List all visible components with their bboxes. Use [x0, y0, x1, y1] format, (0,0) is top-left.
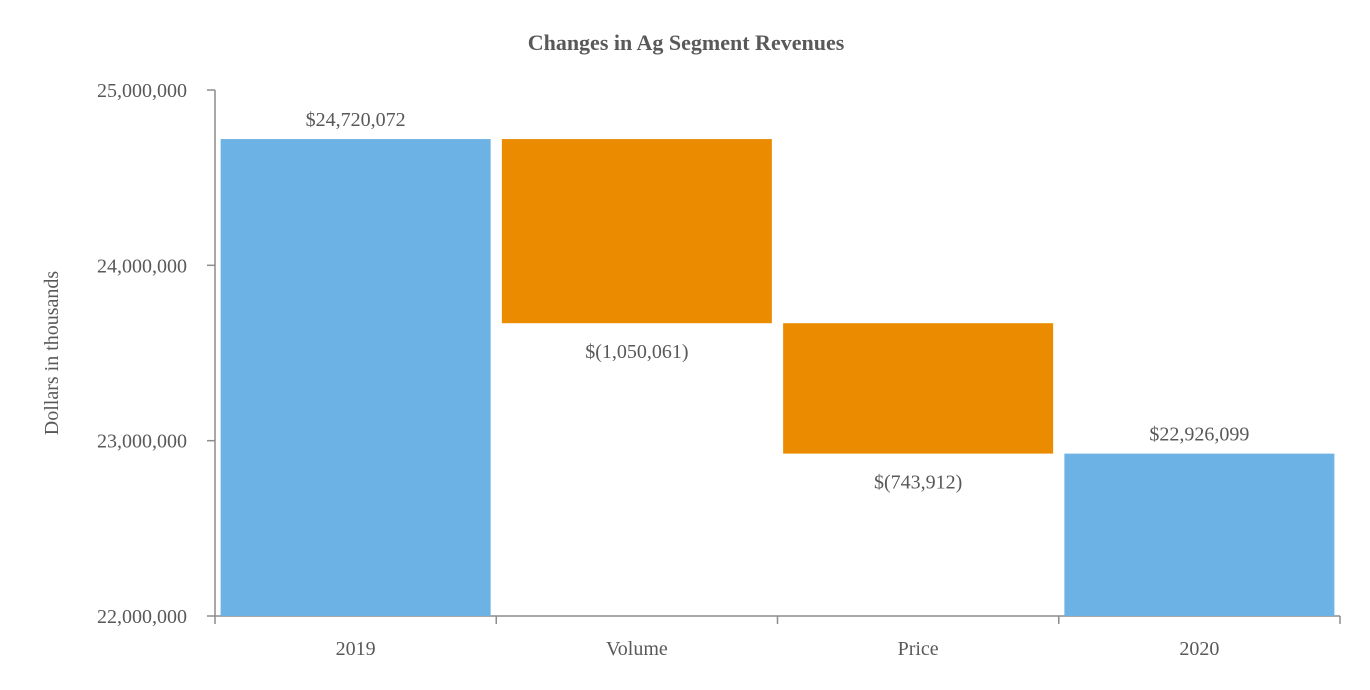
x-axis: 2019 Volume Price 2020: [214, 615, 1341, 660]
bars: [220, 139, 1335, 617]
bar-volume: [501, 139, 772, 324]
bar-price: [783, 323, 1054, 454]
y-tick-label: 25,000,000: [97, 80, 187, 102]
y-axis: 22,000,000 23,000,000 24,000,000 25,000,000: [97, 80, 216, 628]
bar-2020: [1064, 453, 1335, 616]
data-label: $24,720,072: [306, 109, 406, 131]
x-tick-label: 2020: [1179, 638, 1219, 660]
data-label: $22,926,099: [1149, 424, 1249, 446]
y-tick-label: 24,000,000: [97, 255, 187, 277]
bar-2019: [220, 139, 491, 617]
data-labels: $24,720,072 $(1,050,061) $(743,912) $22,926…: [306, 109, 1250, 494]
x-tick-label: Volume: [606, 638, 668, 660]
x-tick-label: Price: [898, 638, 939, 660]
y-tick-label: 23,000,000: [97, 431, 187, 453]
x-tick-label: 2019: [336, 638, 376, 660]
data-label: $(743,912): [874, 472, 962, 494]
y-axis-title: Dollars in thousands: [41, 271, 63, 436]
data-label: $(1,050,061): [585, 341, 688, 363]
y-tick-label: 22,000,000: [97, 606, 187, 628]
chart-title: Changes in Ag Segment Revenues: [528, 30, 845, 55]
